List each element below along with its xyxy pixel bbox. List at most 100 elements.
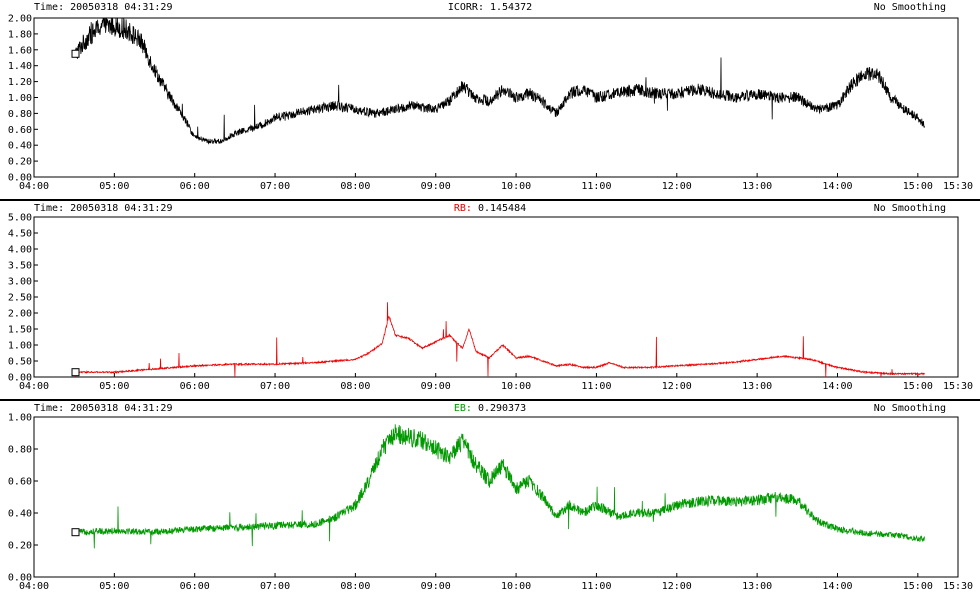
- y-tick-label: 0.80: [8, 445, 32, 456]
- x-tick-label: 09:00: [421, 381, 451, 392]
- y-tick-label: 0.50: [8, 357, 32, 368]
- x-tick-label: 12:00: [662, 181, 692, 192]
- y-tick-label: 1.60: [8, 45, 32, 56]
- chart-svg: 0.00 0.20 0.40 0.60 0.80 1.00 04:00 05:00 06:00 0…: [8, 413, 973, 593]
- x-tick-label: 05:00: [99, 181, 129, 192]
- x-tick-label: 10:00: [501, 581, 531, 592]
- y-tick-label: 0.60: [8, 477, 32, 488]
- x-tick-label: 13:00: [742, 581, 772, 592]
- x-tick-label: 06:00: [180, 381, 210, 392]
- plot-frame: [33, 216, 959, 378]
- y-tick-label: 0.00: [8, 173, 32, 184]
- time-label: Time:: [34, 203, 71, 214]
- x-tick-label: 14:00: [822, 381, 852, 392]
- plot-frame: [33, 416, 959, 578]
- x-tick-label: 15:00: [903, 381, 933, 392]
- readout-name: RB:: [453, 203, 472, 214]
- readout-name: EB:: [453, 403, 472, 414]
- x-tick-label: 09:00: [421, 581, 451, 592]
- y-tick-label: 1.20: [8, 77, 32, 88]
- x-tick-label: 07:00: [260, 581, 290, 592]
- readout-value: 1.54372: [483, 2, 533, 13]
- y-tick-label: 3.00: [8, 277, 32, 288]
- y-tick-label: 1.00: [8, 413, 32, 424]
- x-tick-label: 15:30: [943, 181, 973, 192]
- x-tick-label: 13:00: [742, 181, 772, 192]
- value-readout: ICORR: 1.54372: [0, 2, 980, 14]
- panel-separator: [0, 199, 980, 201]
- x-tick-label: 12:00: [662, 581, 692, 592]
- x-tick-label: 04:00: [19, 581, 49, 592]
- readout-value: 0.145484: [471, 203, 527, 214]
- cursor-marker[interactable]: [71, 528, 80, 537]
- y-tick-label: 0.60: [8, 125, 32, 136]
- x-tick-label: 11:00: [581, 381, 611, 392]
- y-tick-label: 4.00: [8, 245, 32, 256]
- x-tick-label: 11:00: [581, 581, 611, 592]
- x-tick-label: 10:00: [501, 181, 531, 192]
- x-tick-label: 14:00: [822, 581, 852, 592]
- x-tick-label: 07:00: [260, 181, 290, 192]
- y-tick-label: 0.20: [8, 157, 32, 168]
- chart-svg: 0.00 0.50 1.00 1.50 2.00 2.50 3.00 3.50 4.00 4.50…: [8, 213, 973, 393]
- y-tick-label: 0.40: [8, 141, 32, 152]
- y-tick-label: 0.00: [8, 373, 32, 384]
- series-line: [75, 17, 925, 145]
- value-readout: EB: 0.290373: [0, 403, 980, 415]
- y-tick-label: 1.40: [8, 61, 32, 72]
- y-tick-label: 0.80: [8, 109, 32, 120]
- x-tick-label: 15:30: [943, 581, 973, 592]
- time-label: Time:: [34, 2, 71, 13]
- y-tick-label: 3.50: [8, 261, 32, 272]
- x-tick-label: 08:00: [340, 181, 370, 192]
- x-tick-label: 14:00: [822, 181, 852, 192]
- x-tick-label: 15:00: [903, 181, 933, 192]
- readout-value: 0.290373: [471, 403, 527, 414]
- cursor-marker[interactable]: [71, 368, 80, 377]
- x-tick-label: 06:00: [180, 181, 210, 192]
- time-label: Time:: [34, 403, 71, 414]
- y-tick-label: 1.00: [8, 93, 32, 104]
- rb-panel: Time: 20050318 04:31:29 RB: 0.145484 No Sm…: [0, 201, 980, 400]
- x-tick-label: 13:00: [742, 381, 772, 392]
- y-tick-label: 1.50: [8, 325, 32, 336]
- time-value: 20050318 04:31:29: [70, 203, 173, 214]
- x-tick-label: 06:00: [180, 581, 210, 592]
- cursor-marker[interactable]: [71, 49, 80, 58]
- y-tick-label: 0.00: [8, 573, 32, 584]
- y-tick-label: 4.50: [8, 229, 32, 240]
- x-tick-label: 15:00: [903, 581, 933, 592]
- time-readout: Time: 20050318 04:31:29: [34, 403, 172, 415]
- x-tick-label: 05:00: [99, 581, 129, 592]
- x-tick-label: 08:00: [340, 581, 370, 592]
- y-tick-label: 2.00: [8, 309, 32, 320]
- x-tick-label: 10:00: [501, 381, 531, 392]
- value-readout: RB: 0.145484: [0, 203, 980, 215]
- y-tick-label: 2.00: [8, 14, 32, 25]
- smoothing-label: No Smoothing: [873, 2, 946, 13]
- chart-svg: 0.00 0.20 0.40 0.60 0.80 1.00 1.20 1.40 1.60 1.80…: [8, 14, 973, 193]
- x-tick-label: 09:00: [421, 181, 451, 192]
- readout-name: ICORR:: [447, 2, 484, 13]
- y-tick-label: 5.00: [8, 213, 32, 224]
- x-tick-label: 04:00: [19, 381, 49, 392]
- icorr-panel: Time: 20050318 04:31:29 ICORR: 1.54372 No …: [0, 0, 980, 200]
- x-tick-label: 08:00: [340, 381, 370, 392]
- smoothing-label: No Smoothing: [873, 403, 946, 414]
- x-tick-label: 07:00: [260, 381, 290, 392]
- series-line: [75, 424, 925, 549]
- plot-frame: [33, 17, 959, 178]
- y-tick-label: 0.40: [8, 509, 32, 520]
- time-readout: Time: 20050318 04:31:29: [34, 203, 172, 215]
- x-tick-label: 04:00: [19, 181, 49, 192]
- panel-separator: [0, 399, 980, 401]
- smoothing-label: No Smoothing: [873, 203, 946, 214]
- y-tick-label: 0.20: [8, 541, 32, 552]
- x-tick-label: 05:00: [99, 381, 129, 392]
- time-value: 20050318 04:31:29: [70, 2, 173, 13]
- x-tick-label: 11:00: [581, 181, 611, 192]
- time-readout: Time: 20050318 04:31:29: [34, 2, 172, 14]
- y-tick-label: 1.00: [8, 341, 32, 352]
- time-value: 20050318 04:31:29: [70, 403, 173, 414]
- y-tick-label: 1.80: [8, 29, 32, 40]
